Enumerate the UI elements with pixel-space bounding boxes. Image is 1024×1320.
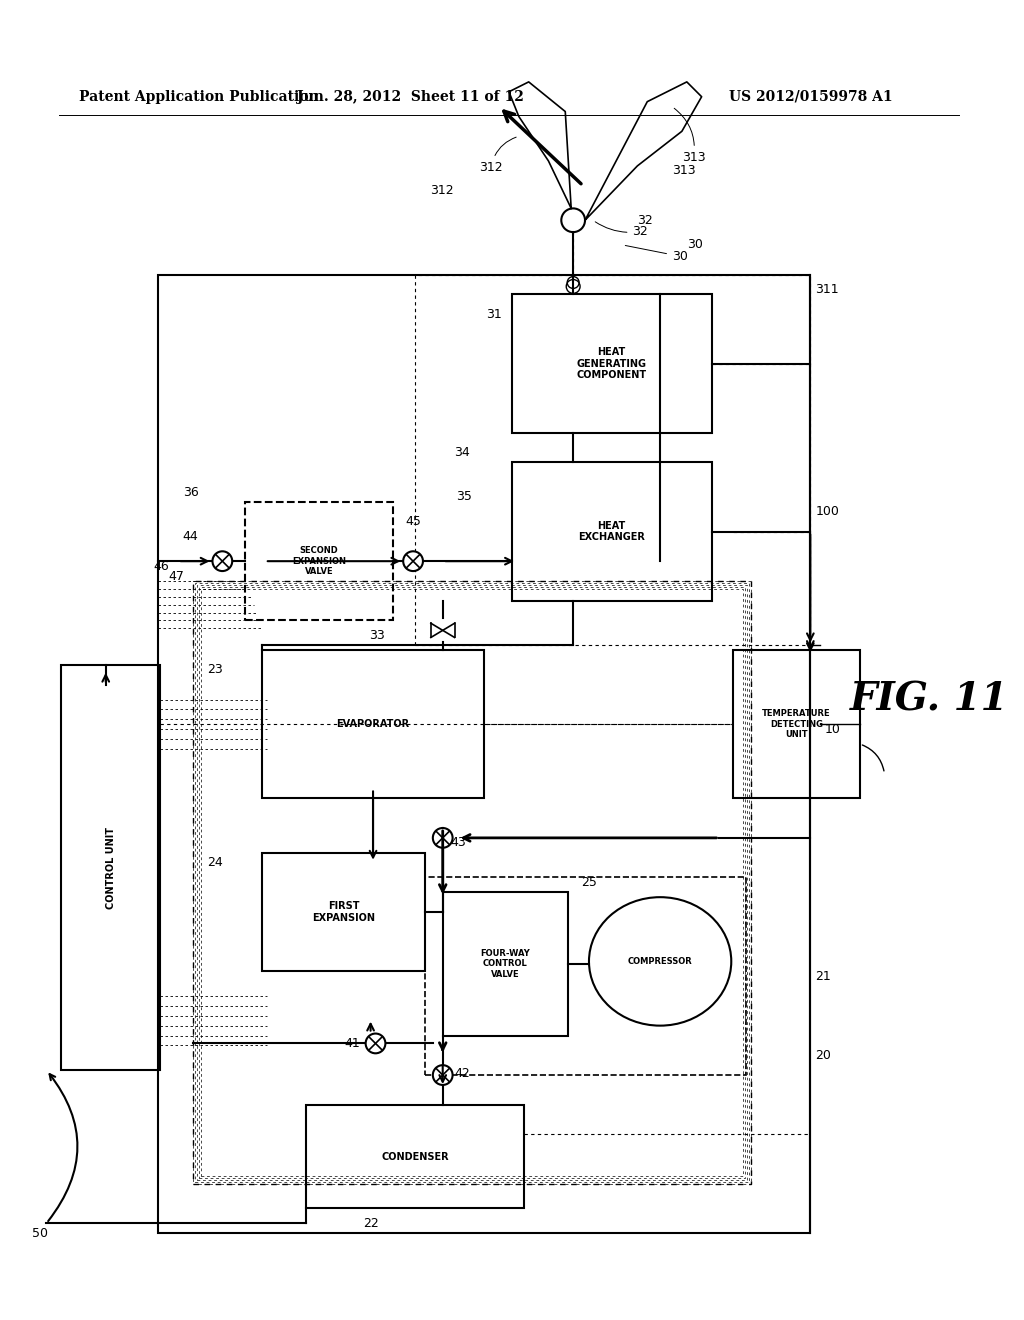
Text: 311: 311 — [815, 282, 839, 296]
Text: 312: 312 — [479, 137, 516, 174]
Text: 46: 46 — [154, 560, 169, 573]
Text: 32: 32 — [637, 214, 653, 227]
Bar — [195, 583, 750, 1181]
Polygon shape — [431, 623, 455, 638]
Circle shape — [212, 552, 232, 572]
Circle shape — [433, 1065, 453, 1085]
Bar — [262, 651, 484, 799]
Bar — [197, 585, 748, 1180]
Text: FIG. 11: FIG. 11 — [850, 681, 1009, 718]
Text: 47: 47 — [168, 569, 184, 582]
Bar — [245, 502, 393, 620]
Text: 30: 30 — [687, 239, 702, 251]
Bar — [425, 878, 746, 1074]
Text: 31: 31 — [486, 308, 502, 321]
Text: 25: 25 — [581, 876, 597, 888]
Text: CONTROL UNIT: CONTROL UNIT — [105, 826, 116, 908]
Bar — [442, 892, 568, 1035]
Text: 21: 21 — [815, 970, 831, 982]
Text: COMPRESSOR: COMPRESSOR — [628, 957, 692, 966]
Text: US 2012/0159978 A1: US 2012/0159978 A1 — [728, 90, 892, 104]
Bar — [158, 275, 810, 1233]
Bar — [512, 462, 712, 601]
Text: 45: 45 — [406, 515, 421, 528]
Circle shape — [403, 552, 423, 572]
Text: 24: 24 — [208, 857, 223, 869]
Text: 30: 30 — [626, 246, 688, 263]
Ellipse shape — [589, 898, 731, 1026]
Text: HEAT
EXCHANGER: HEAT EXCHANGER — [579, 520, 645, 543]
Text: Patent Application Publication: Patent Application Publication — [79, 90, 318, 104]
Bar — [61, 665, 160, 1071]
Text: 23: 23 — [208, 664, 223, 676]
Text: 22: 22 — [362, 1217, 379, 1230]
Text: FIRST
EXPANSION: FIRST EXPANSION — [312, 902, 375, 923]
Text: 44: 44 — [183, 529, 199, 543]
Text: 100: 100 — [815, 506, 839, 519]
Bar — [512, 294, 712, 433]
Bar — [415, 275, 810, 645]
Text: TEMPERATURE
DETECTING
UNIT: TEMPERATURE DETECTING UNIT — [762, 709, 830, 739]
Text: HEAT
GENERATING
COMPONENT: HEAT GENERATING COMPONENT — [577, 347, 647, 380]
Circle shape — [561, 209, 585, 232]
Bar — [262, 853, 425, 972]
Text: 50: 50 — [32, 1226, 48, 1239]
Text: 312: 312 — [430, 183, 454, 197]
Bar — [193, 581, 751, 1184]
Text: CONDENSER: CONDENSER — [381, 1151, 449, 1162]
Circle shape — [433, 828, 453, 847]
Circle shape — [366, 1034, 385, 1053]
Text: 42: 42 — [455, 1067, 470, 1080]
Text: SECOND
EXPANSION
VALVE: SECOND EXPANSION VALVE — [292, 546, 346, 576]
Bar — [193, 581, 751, 1184]
Text: 32: 32 — [595, 222, 648, 238]
Bar — [306, 1105, 523, 1208]
Text: 34: 34 — [455, 446, 470, 459]
Text: EVAPORATOR: EVAPORATOR — [337, 719, 410, 729]
Text: 36: 36 — [183, 486, 199, 499]
Text: 20: 20 — [815, 1049, 831, 1061]
Text: Jun. 28, 2012  Sheet 11 of 12: Jun. 28, 2012 Sheet 11 of 12 — [297, 90, 523, 104]
Text: 313: 313 — [674, 108, 706, 164]
Polygon shape — [431, 623, 455, 631]
Text: FOUR-WAY
CONTROL
VALVE: FOUR-WAY CONTROL VALVE — [480, 949, 530, 978]
Bar — [199, 587, 745, 1177]
Bar — [201, 589, 743, 1176]
Text: 35: 35 — [457, 491, 472, 503]
Bar — [733, 651, 860, 799]
Text: 313: 313 — [672, 164, 695, 177]
Text: 10: 10 — [825, 722, 841, 735]
Text: 33: 33 — [369, 628, 384, 642]
Text: 43: 43 — [451, 837, 466, 849]
Text: 41: 41 — [344, 1038, 359, 1049]
